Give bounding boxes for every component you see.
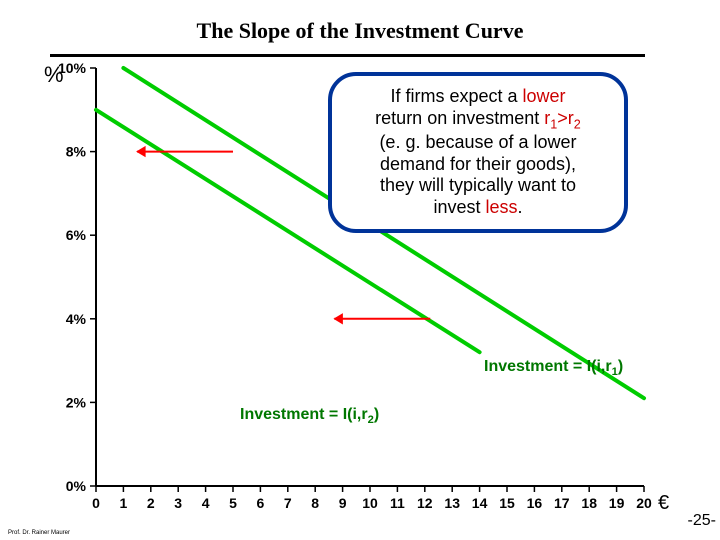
series-label-r2: Investment = I(i,r2) (240, 406, 379, 426)
series-label-r1: Investment = I(i,r1) (484, 358, 623, 378)
svg-text:18: 18 (581, 495, 597, 511)
svg-text:12: 12 (417, 495, 433, 511)
svg-text:17: 17 (554, 495, 570, 511)
svg-text:2%: 2% (66, 394, 87, 410)
svg-text:10: 10 (362, 495, 378, 511)
svg-text:14: 14 (472, 495, 488, 511)
svg-text:11: 11 (390, 495, 405, 511)
svg-text:6%: 6% (66, 227, 87, 243)
svg-text:6: 6 (257, 495, 265, 511)
svg-text:0%: 0% (66, 478, 87, 494)
svg-text:15: 15 (499, 495, 515, 511)
svg-text:1: 1 (120, 495, 128, 511)
callout-box: If firms expect a lowerreturn on investm… (328, 72, 628, 233)
svg-text:3: 3 (174, 495, 182, 511)
svg-text:4: 4 (202, 495, 210, 511)
svg-text:16: 16 (527, 495, 543, 511)
svg-text:7: 7 (284, 495, 292, 511)
svg-text:9: 9 (339, 495, 347, 511)
svg-text:2: 2 (147, 495, 155, 511)
footer-credit: Prof. Dr. Rainer Maurer (8, 530, 70, 536)
svg-text:13: 13 (444, 495, 460, 511)
svg-text:8%: 8% (66, 144, 87, 160)
svg-text:5: 5 (229, 495, 237, 511)
svg-text:8: 8 (311, 495, 319, 511)
slide-root: The Slope of the Investment Curve % € 0%… (0, 0, 720, 540)
page-number: -25- (688, 512, 716, 530)
svg-text:4%: 4% (66, 311, 87, 327)
svg-text:0: 0 (92, 495, 100, 511)
svg-text:20: 20 (636, 495, 652, 511)
svg-text:19: 19 (609, 495, 625, 511)
svg-text:10%: 10% (58, 60, 87, 76)
